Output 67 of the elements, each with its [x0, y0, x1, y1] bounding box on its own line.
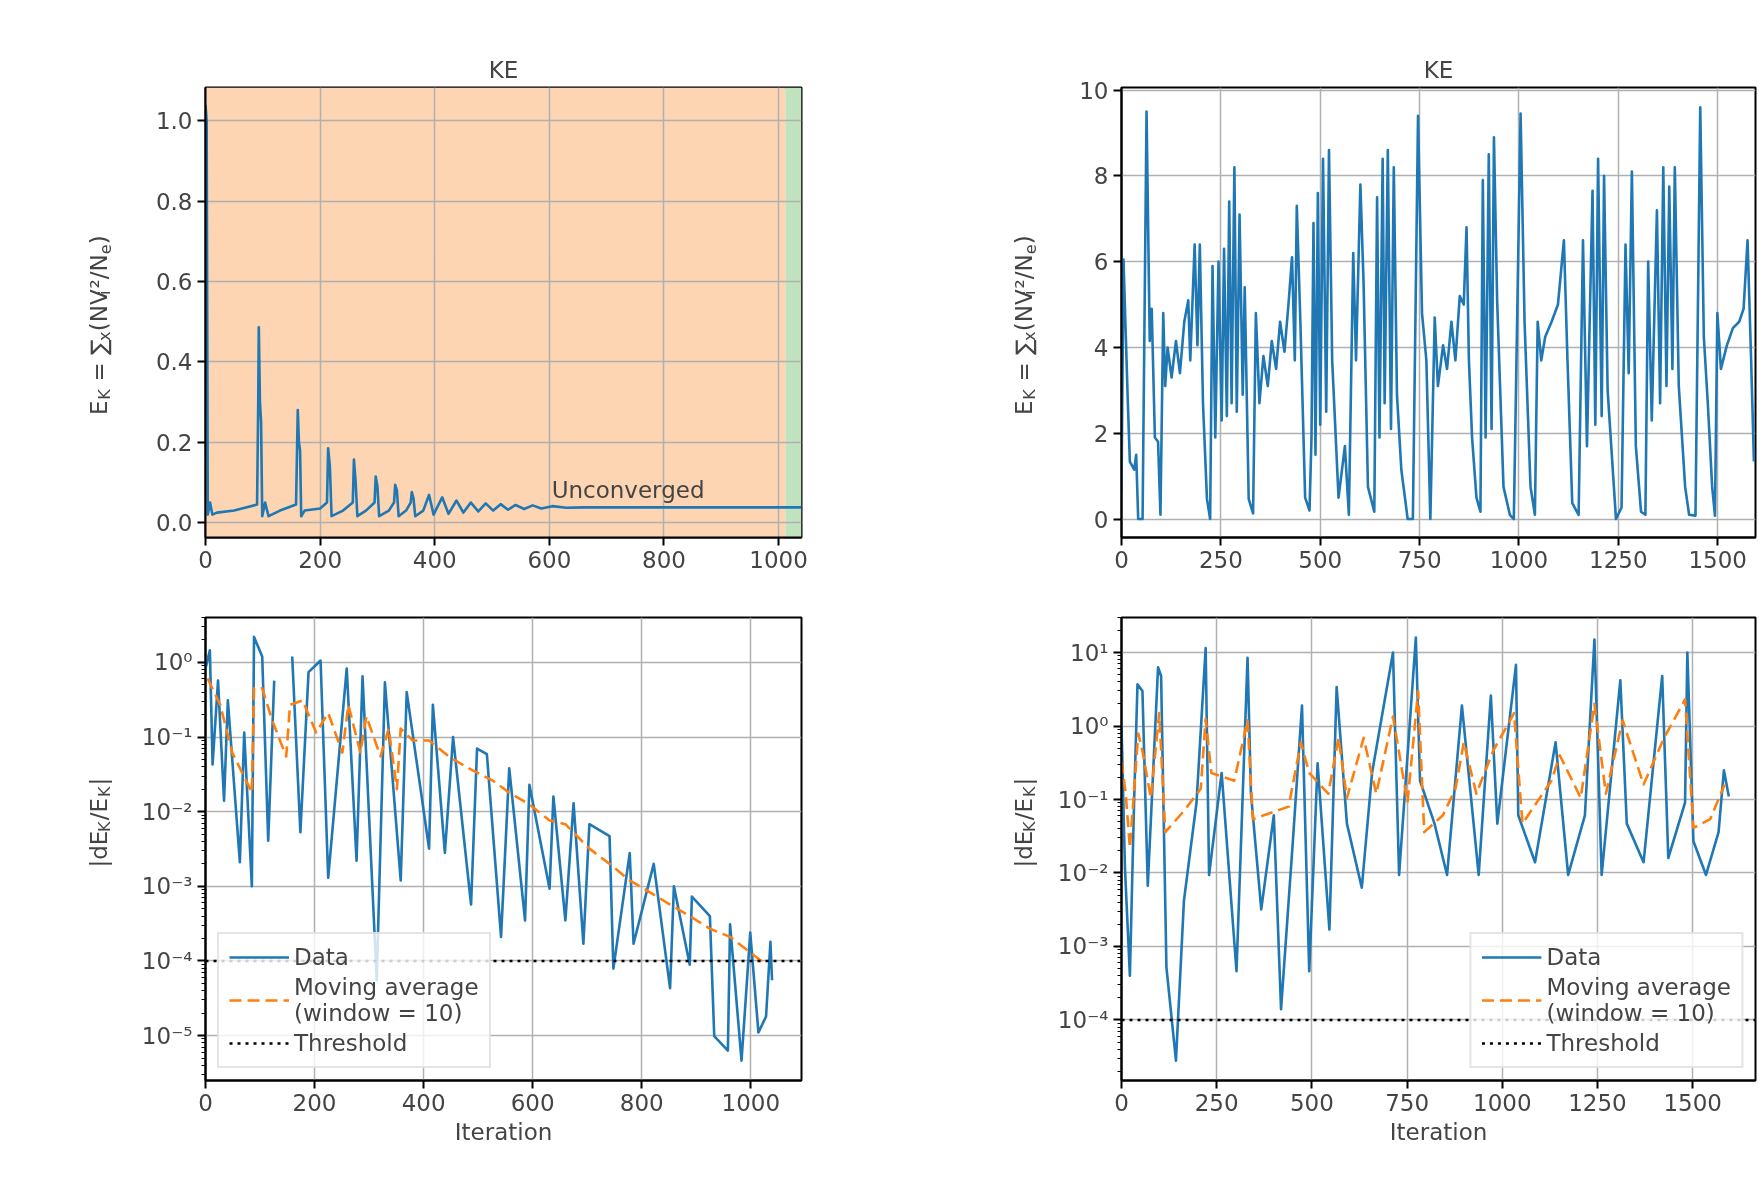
line-series	[1121, 105, 1756, 521]
x-tick-label: 750	[1385, 1089, 1430, 1116]
y-tick-label: 1.0	[155, 108, 193, 135]
x-tick-label: 1000	[1489, 546, 1549, 573]
x-tick-label: 0	[1114, 1089, 1129, 1116]
x-tick-label: 1250	[1568, 1089, 1627, 1116]
y-tick-label: 10¹	[1070, 639, 1109, 666]
legend-label: Moving average (window = 10)	[294, 974, 479, 1026]
chart-title: KE	[1423, 56, 1454, 83]
x-tick-label: 0	[1114, 546, 1129, 573]
x-tick-label: 1250	[1589, 546, 1648, 573]
y-axis-title: |dEK/EK|	[1010, 777, 1039, 868]
legend-label: Threshold	[1546, 1030, 1660, 1056]
legend-label: Data	[1546, 944, 1602, 970]
y-tick-label: 10⁻¹	[141, 724, 193, 751]
y-tick-label: 10	[1079, 77, 1109, 104]
x-tick-label: 1000	[749, 546, 808, 573]
x-tick-label: 750	[1397, 546, 1442, 573]
x-tick-label: 600	[527, 546, 572, 573]
x-tick-label: 1500	[1663, 1089, 1722, 1116]
y-tick-label: 8	[1093, 163, 1109, 190]
x-axis-title: Iteration	[454, 1118, 553, 1145]
x-tick-label: 500	[1298, 546, 1343, 573]
y-tick-label: 0.8	[155, 188, 193, 215]
line-series	[1121, 636, 1731, 1062]
legend-label: Moving average (window = 10)	[1546, 974, 1731, 1026]
x-tick-label: 200	[292, 1089, 337, 1116]
y-tick-label: 10⁰	[1070, 713, 1109, 740]
x-tick-label: 500	[1289, 1089, 1334, 1116]
y-tick-label: 0.4	[155, 349, 193, 376]
x-tick-label: 1000	[721, 1089, 781, 1116]
x-tick-label: 800	[619, 1089, 664, 1116]
y-tick-label: 10⁻³	[1057, 933, 1109, 960]
x-tick-label: 1500	[1688, 546, 1748, 573]
x-tick-label: 400	[401, 1089, 446, 1116]
x-tick-label: 250	[1198, 546, 1243, 573]
y-tick-label: 6	[1093, 249, 1109, 276]
legend-label: Threshold	[294, 1030, 408, 1056]
annotation: Unconverged	[551, 476, 705, 503]
text: EK = ∑x(NVi²/Ne)	[85, 235, 115, 416]
x-tick-label: 250	[1194, 1089, 1239, 1116]
x-tick-label: 0	[198, 546, 213, 573]
y-tick-label: 0	[1093, 506, 1109, 533]
y-tick-label: 10⁻¹	[1057, 786, 1109, 813]
x-tick-label: 800	[642, 546, 686, 573]
text: EK = ∑x(NVi²/Ne)	[1010, 235, 1040, 416]
x-tick-label: 400	[412, 546, 457, 573]
y-axis-title: |dEK/EK|	[85, 777, 114, 868]
y-tick-label: 10⁻³	[141, 873, 193, 900]
y-tick-label: 10⁰	[154, 649, 193, 676]
y-tick-label: 10⁻²	[141, 798, 193, 825]
x-axis-title: Iteration	[1389, 1118, 1488, 1145]
x-tick-label: 0	[198, 1089, 213, 1116]
y-tick-label: 2	[1093, 420, 1109, 447]
x-tick-label: 200	[298, 546, 343, 573]
y-tick-label: 10⁻⁴	[1057, 1006, 1109, 1033]
y-tick-label: 10⁻⁵	[141, 1022, 193, 1049]
y-tick-label: 0.0	[155, 510, 193, 537]
y-tick-label: 4	[1093, 334, 1109, 361]
x-tick-label: 600	[510, 1089, 555, 1116]
y-tick-label: 10⁻²	[1057, 860, 1109, 886]
x-tick-label: 1000	[1473, 1089, 1532, 1116]
y-tick-label: 0.2	[155, 429, 193, 456]
chart-title: KE	[488, 56, 519, 83]
legend-label: Data	[294, 944, 349, 970]
y-tick-label: 0.6	[155, 269, 193, 296]
y-tick-label: 10⁻⁴	[141, 947, 193, 974]
